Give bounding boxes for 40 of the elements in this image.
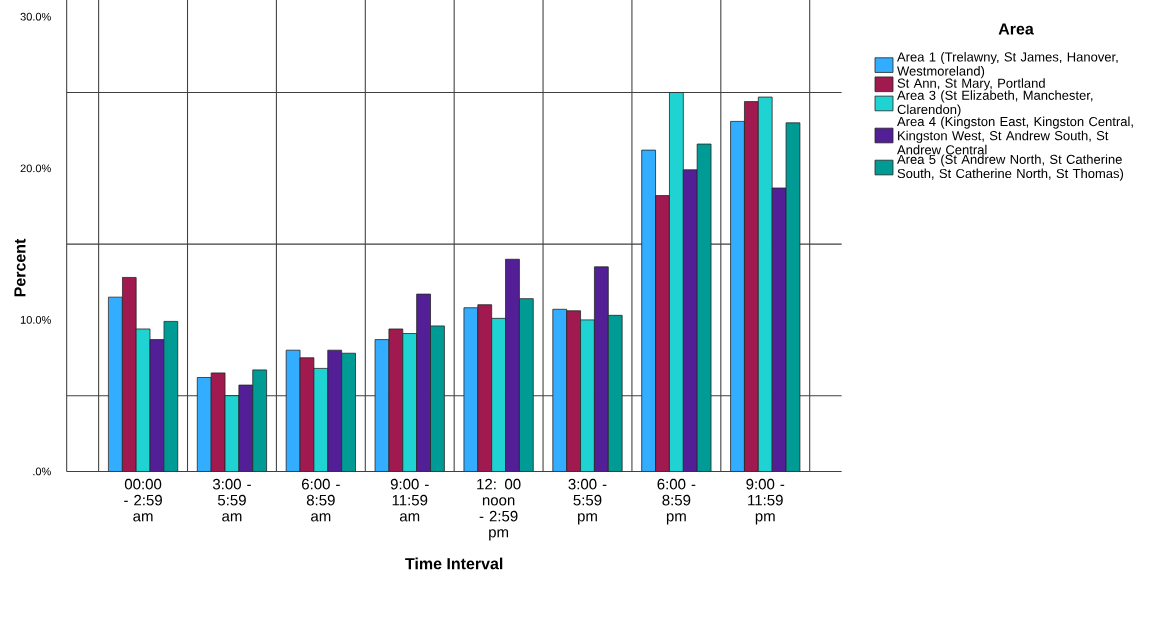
- bar: [669, 92, 684, 472]
- x-tick-label: 6:00 - 8:59 pm: [657, 478, 696, 525]
- bar: [682, 169, 698, 472]
- y-tick-label: 30.0%: [20, 12, 51, 21]
- x-tick-label: 9:00 - 11:59 pm: [746, 478, 785, 525]
- legend-title: Area: [998, 23, 1034, 35]
- y-tick-label: 10.0%: [20, 316, 51, 324]
- legend-label: Area 1 (Trelawny, St James, Hanover, Westmoreland): [897, 51, 1118, 79]
- x-axis-title: Time Interval: [405, 557, 503, 570]
- bar: [491, 317, 506, 472]
- bar: [416, 293, 431, 472]
- bar: [552, 308, 568, 472]
- bar: [580, 319, 595, 472]
- x-tick-label: 6:00 - 8:59 am: [302, 478, 340, 522]
- bar: [252, 369, 268, 472]
- bar: [402, 333, 418, 472]
- y-tick-label: 20.0%: [20, 164, 51, 173]
- x-tick-label: 12: 00 noon - 2:59 pm: [477, 478, 521, 541]
- y-axis-title: Percent: [14, 238, 26, 297]
- legend-label: St Ann, St Mary, Portland: [897, 78, 1045, 91]
- bar: [519, 298, 534, 472]
- bar: [341, 352, 356, 472]
- x-tick-label: 3:00 - 5:59 pm: [568, 478, 607, 525]
- x-tick-label: 3:00 - 5:59 am: [212, 478, 251, 522]
- y-tick-label: .0%: [33, 467, 51, 476]
- legend-label: Area 5 (St Andrew North, St Catherine South, St Catherine North, St Thomas): [897, 154, 1124, 181]
- bar: [505, 258, 520, 472]
- legend-label: Area 4 (Kingston East, Kingston Central, Kingston West, St Andrew South, St Andrew Central: [897, 116, 1133, 155]
- bar: [641, 149, 656, 472]
- bar: [730, 120, 745, 472]
- bar: [607, 314, 623, 472]
- bar: [327, 349, 343, 472]
- bar: [594, 266, 609, 472]
- bar: [196, 377, 212, 472]
- x-tick-label: 00:00 - 2:59 am: [124, 478, 162, 522]
- legend-label: Area 3 (St Elizabeth, Manchester, Clarendon): [897, 90, 1093, 117]
- x-tick-label: 9:00 - 11:59 am: [390, 478, 429, 522]
- bar: [757, 96, 773, 472]
- bar: [430, 325, 445, 472]
- bar: [108, 297, 123, 472]
